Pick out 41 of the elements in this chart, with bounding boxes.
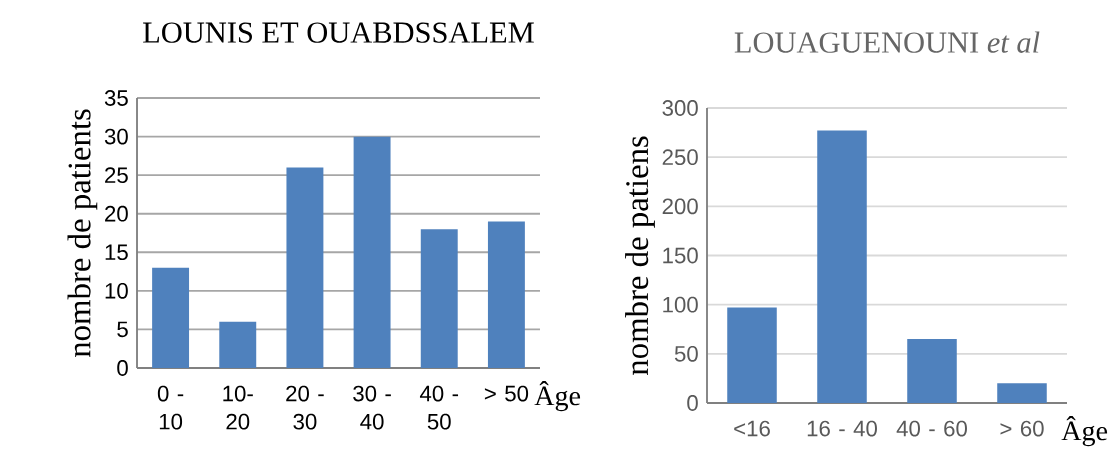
- y-axis-title: nombre de patients: [67, 109, 98, 358]
- y-tick-label: 150: [663, 247, 698, 264]
- y-tick-label: 35: [104, 90, 128, 106]
- chart-title: LOUNIS ET OUABDSSALEM: [143, 22, 534, 43]
- x-tick-label: 0 - 10: [157, 385, 184, 430]
- y-tick-label: 100: [663, 296, 698, 313]
- bar: [420, 229, 458, 368]
- x-tick-label: 16 - 40: [807, 420, 877, 437]
- y-tick-label: 15: [105, 244, 128, 261]
- x-tick-label: <16: [734, 420, 770, 437]
- x-axis-title: Âge: [534, 380, 581, 412]
- y-tick-label: 50: [674, 345, 698, 362]
- chart-title: LOUAGUENOUNI et al: [734, 31, 1040, 53]
- x-tick-label: > 60: [1000, 420, 1044, 437]
- y-tick-label: 25: [105, 167, 128, 184]
- y-tick-label: 10: [105, 282, 128, 299]
- y-tick-label: 0: [687, 395, 698, 411]
- x-tick-label: 40 - 60: [896, 420, 967, 437]
- bar: [817, 130, 867, 403]
- x-axis-title: Âge: [1061, 415, 1108, 447]
- x-tick-label: 30 - 40: [353, 385, 391, 430]
- y-tick-label: 250: [662, 149, 698, 166]
- x-tick-label: 20 - 30: [286, 385, 324, 430]
- y-axis-title: nombre de patiens: [625, 136, 655, 376]
- y-tick-label: 30: [104, 128, 128, 145]
- x-tick-label: 10- 20: [223, 385, 253, 430]
- y-tick-label: 300: [662, 100, 698, 116]
- bar: [997, 383, 1047, 403]
- bar: [353, 136, 391, 368]
- y-tick-label: 0: [117, 360, 128, 376]
- bar: [286, 167, 324, 368]
- x-tick-label: 40 - 50: [419, 385, 459, 430]
- bar: [152, 267, 190, 368]
- bar: [907, 339, 957, 403]
- bar: [727, 307, 777, 403]
- bar: [487, 221, 525, 368]
- y-tick-label: 20: [105, 205, 128, 222]
- y-tick-label: 200: [662, 198, 698, 215]
- y-tick-label: 5: [117, 321, 128, 338]
- x-tick-label: > 50: [484, 385, 529, 402]
- bar: [219, 321, 257, 368]
